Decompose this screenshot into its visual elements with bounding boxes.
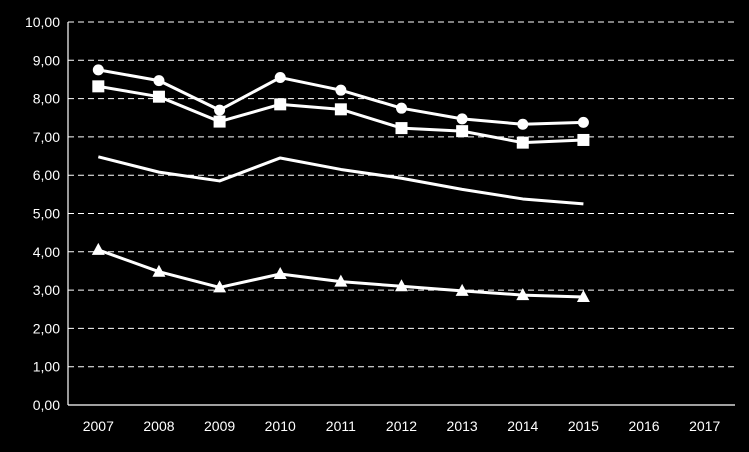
data-point-circle	[517, 118, 529, 130]
x-tick-label: 2013	[447, 418, 478, 434]
series-line	[98, 68, 584, 126]
series-3	[97, 155, 584, 206]
data-point-square	[152, 90, 165, 103]
y-tick-label: 4,00	[33, 244, 60, 260]
x-tick-label: 2010	[265, 418, 296, 434]
series-line	[97, 155, 584, 206]
data-point-square	[334, 103, 347, 116]
data-point-triangle	[213, 280, 227, 293]
x-tick-label: 2011	[326, 418, 356, 434]
y-tick-label: 2,00	[33, 320, 60, 336]
series-group	[91, 64, 590, 302]
x-tick-label: 2016	[628, 418, 659, 434]
x-tick-label: 2014	[507, 418, 538, 434]
y-tick-label: 6,00	[33, 167, 60, 183]
x-tick-label: 2009	[204, 418, 235, 434]
data-point-circle	[214, 104, 226, 116]
series-1	[92, 64, 589, 130]
data-point-circle	[92, 64, 104, 76]
x-tick-label: 2007	[83, 418, 114, 434]
data-point-triangle	[152, 264, 166, 277]
data-point-triangle	[516, 288, 530, 301]
data-point-square	[456, 125, 469, 138]
data-point-triangle	[273, 267, 287, 280]
axes	[67, 22, 735, 406]
data-point-circle	[153, 75, 165, 87]
x-tick-label: 2017	[689, 418, 720, 434]
data-point-triangle	[455, 283, 469, 296]
data-point-square	[395, 122, 408, 135]
x-tick-label: 2015	[568, 418, 599, 434]
data-point-triangle	[576, 289, 590, 302]
x-tick-labels: 2007 2008 2009 2010 2011 2012 2013 2014 2015 2016…	[83, 418, 721, 434]
y-tick-label: 9,00	[33, 52, 60, 68]
data-point-triangle	[395, 279, 408, 292]
data-point-triangle	[91, 242, 105, 255]
data-point-circle	[274, 72, 286, 84]
x-tick-label: 2012	[386, 418, 417, 434]
data-point-circle	[456, 113, 468, 125]
series-2	[92, 80, 590, 149]
data-point-square	[516, 136, 529, 149]
y-tick-label: 8,00	[33, 91, 60, 107]
gridlines	[68, 21, 735, 368]
y-tick-label: 7,00	[33, 129, 60, 145]
data-point-circle	[396, 102, 407, 114]
y-tick-label: 5,00	[33, 206, 60, 222]
y-tick-label: 1,00	[33, 359, 60, 375]
data-point-square	[92, 80, 105, 93]
data-point-square	[577, 133, 590, 146]
x-tick-label: 2008	[143, 418, 174, 434]
data-point-triangle	[334, 274, 348, 287]
data-point-square	[213, 115, 226, 128]
y-tick-label: 3,00	[33, 282, 60, 298]
data-point-square	[274, 98, 287, 111]
y-tick-label: 0,00	[33, 397, 60, 413]
y-tick-label: 10,00	[25, 14, 60, 30]
data-point-circle	[335, 84, 347, 96]
y-tick-labels: 0,00 1,00 2,00 3,00 4,00 5,00 6,00 7,00 8,00 9,00…	[25, 14, 60, 413]
data-point-circle	[577, 116, 589, 128]
series-4	[91, 242, 590, 302]
